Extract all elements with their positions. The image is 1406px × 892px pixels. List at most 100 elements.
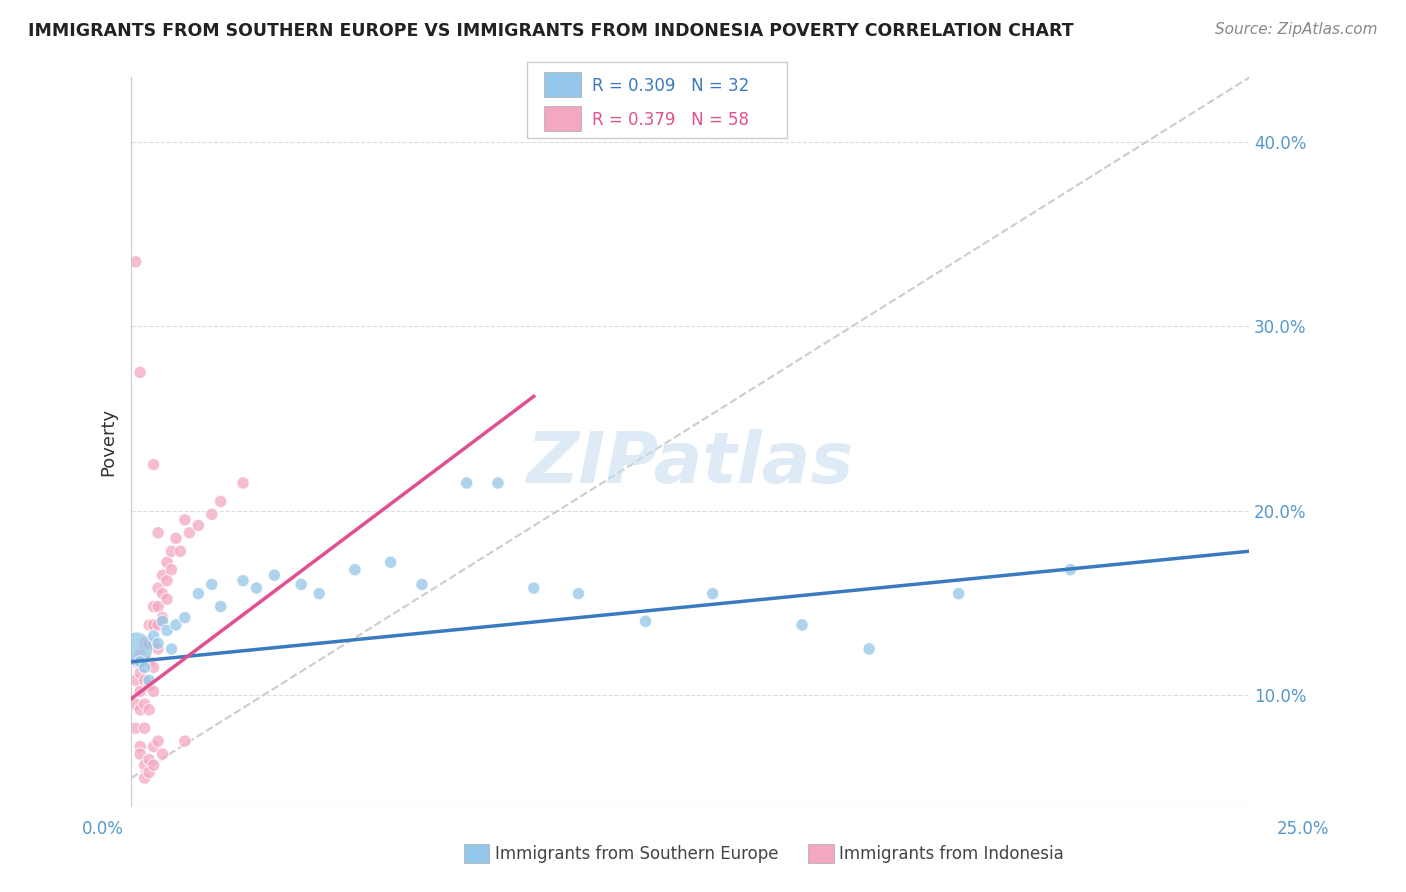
- Point: [411, 577, 433, 591]
- Point: [152, 568, 174, 582]
- Text: Immigrants from Southern Europe: Immigrants from Southern Europe: [495, 845, 779, 863]
- Point: [156, 555, 179, 569]
- Point: [948, 587, 970, 601]
- Point: [125, 721, 148, 735]
- Point: [134, 758, 156, 772]
- Point: [138, 636, 160, 650]
- Point: [634, 615, 657, 629]
- Point: [134, 771, 156, 785]
- Point: [308, 587, 330, 601]
- Point: [125, 642, 148, 657]
- Point: [142, 758, 165, 772]
- Text: R = 0.309   N = 32: R = 0.309 N = 32: [592, 77, 749, 95]
- Point: [129, 684, 152, 698]
- Y-axis label: Poverty: Poverty: [100, 408, 117, 475]
- Point: [146, 734, 169, 748]
- Point: [134, 655, 156, 669]
- Point: [142, 458, 165, 472]
- Point: [156, 592, 179, 607]
- Text: 0.0%: 0.0%: [82, 820, 124, 838]
- Point: [209, 599, 232, 614]
- Point: [790, 618, 813, 632]
- Point: [125, 698, 148, 712]
- Point: [174, 513, 197, 527]
- Point: [134, 660, 156, 674]
- Point: [523, 581, 546, 595]
- Point: [125, 673, 148, 688]
- Point: [201, 577, 224, 591]
- Point: [134, 636, 156, 650]
- Point: [142, 684, 165, 698]
- Point: [187, 587, 209, 601]
- Point: [129, 648, 152, 662]
- Point: [138, 703, 160, 717]
- Point: [209, 494, 232, 508]
- Point: [245, 581, 267, 595]
- Point: [1059, 563, 1081, 577]
- Text: ZIPatlas: ZIPatlas: [527, 429, 853, 498]
- Point: [486, 476, 509, 491]
- Point: [138, 753, 160, 767]
- Point: [134, 673, 156, 688]
- Point: [187, 518, 209, 533]
- Point: [134, 721, 156, 735]
- Point: [146, 581, 169, 595]
- Point: [146, 618, 169, 632]
- Point: [232, 574, 254, 588]
- Point: [702, 587, 724, 601]
- Point: [160, 544, 183, 558]
- Point: [142, 618, 165, 632]
- Point: [138, 765, 160, 780]
- Point: [169, 544, 191, 558]
- Point: [263, 568, 285, 582]
- Point: [152, 610, 174, 624]
- Point: [165, 618, 187, 632]
- Point: [142, 739, 165, 754]
- Point: [138, 679, 160, 693]
- Point: [165, 532, 187, 546]
- Point: [380, 555, 402, 569]
- Point: [129, 703, 152, 717]
- Point: [201, 508, 224, 522]
- Point: [179, 525, 201, 540]
- Point: [152, 587, 174, 601]
- Text: 25.0%: 25.0%: [1277, 820, 1330, 838]
- Point: [129, 747, 152, 761]
- Point: [290, 577, 312, 591]
- Point: [138, 618, 160, 632]
- Point: [858, 642, 880, 657]
- Point: [142, 660, 165, 674]
- Point: [456, 476, 478, 491]
- Point: [146, 525, 169, 540]
- Point: [152, 615, 174, 629]
- Point: [129, 665, 152, 680]
- Point: [142, 636, 165, 650]
- Point: [129, 655, 152, 669]
- Point: [129, 739, 152, 754]
- Point: [142, 599, 165, 614]
- Point: [156, 624, 179, 638]
- Point: [160, 642, 183, 657]
- Point: [156, 574, 179, 588]
- Point: [134, 698, 156, 712]
- Point: [567, 587, 589, 601]
- Point: [174, 610, 197, 624]
- Text: Source: ZipAtlas.com: Source: ZipAtlas.com: [1215, 22, 1378, 37]
- Point: [138, 673, 160, 688]
- Point: [142, 629, 165, 643]
- Point: [160, 563, 183, 577]
- Point: [146, 642, 169, 657]
- Point: [125, 655, 148, 669]
- Text: R = 0.379   N = 58: R = 0.379 N = 58: [592, 112, 749, 129]
- Point: [174, 734, 197, 748]
- Text: IMMIGRANTS FROM SOUTHERN EUROPE VS IMMIGRANTS FROM INDONESIA POVERTY CORRELATION: IMMIGRANTS FROM SOUTHERN EUROPE VS IMMIG…: [28, 22, 1074, 40]
- Point: [129, 365, 152, 379]
- Point: [343, 563, 366, 577]
- Point: [232, 476, 254, 491]
- Point: [125, 254, 148, 268]
- Point: [146, 636, 169, 650]
- Point: [138, 655, 160, 669]
- Point: [146, 599, 169, 614]
- Point: [152, 747, 174, 761]
- Text: Immigrants from Indonesia: Immigrants from Indonesia: [839, 845, 1064, 863]
